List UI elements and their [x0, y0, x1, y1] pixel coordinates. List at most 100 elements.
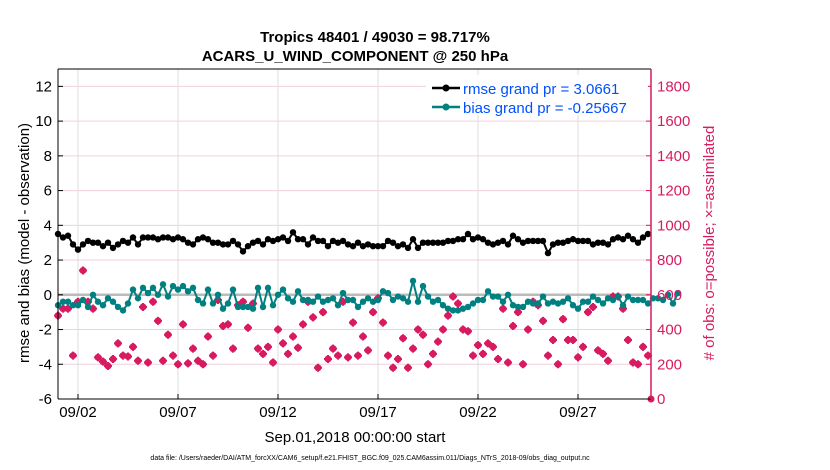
obs-assimilated-point	[624, 335, 632, 344]
rmse-point	[189, 241, 197, 248]
rmse-point	[559, 239, 567, 246]
rmse-point	[289, 229, 297, 236]
rmse-point	[429, 239, 437, 246]
rmse-point	[109, 244, 117, 252]
obs-assimilated-point	[184, 359, 192, 368]
bias-point	[554, 300, 562, 307]
rmse-point	[64, 232, 72, 239]
legend-bias: bias grand pr = -0.25667	[463, 100, 627, 117]
obs-assimilated-point	[254, 344, 262, 353]
obs-assimilated-point	[484, 339, 492, 348]
bias-point	[384, 289, 392, 297]
rmse-point	[299, 236, 307, 243]
bias-point	[674, 289, 682, 297]
bias-point	[474, 296, 482, 304]
y2-tick-label: 800	[657, 252, 682, 269]
obs-assimilated-point	[499, 304, 507, 313]
obs-assimilated-point	[319, 308, 327, 317]
bias-point	[254, 284, 262, 292]
bias-point	[479, 296, 487, 304]
bias-point	[124, 300, 132, 307]
rmse-point	[369, 242, 377, 250]
bias-point	[104, 295, 112, 302]
rmse-point	[184, 239, 192, 246]
bias-point	[579, 298, 587, 305]
rmse-point	[494, 239, 502, 246]
bias-point	[309, 298, 317, 305]
obs-assimilated-point	[574, 353, 582, 362]
obs-assimilated-point	[269, 358, 277, 367]
bias-point	[494, 293, 502, 300]
obs-assimilated-point	[429, 349, 437, 358]
obs-assimilated-point	[79, 266, 87, 275]
obs-assimilated-point	[579, 342, 587, 351]
obs-assimilated-point	[509, 322, 517, 331]
x-tick-label: 09/22	[459, 404, 497, 421]
obs-assimilated-point	[114, 339, 122, 348]
obs-assimilated-point	[634, 360, 642, 369]
bias-point	[359, 298, 367, 305]
bias-point	[244, 303, 252, 311]
obs-assimilated-point	[419, 330, 427, 339]
obs-assimilated-point	[264, 342, 272, 351]
bias-point	[314, 293, 322, 300]
rmse-point	[174, 234, 182, 241]
rmse-point	[169, 236, 177, 243]
y2-tick-label: 200	[657, 356, 682, 373]
obs-assimilated-point	[129, 342, 137, 351]
obs-assimilated-point	[604, 356, 612, 365]
y2-axis-label: # of obs: o=possible; ×=assimilated	[701, 126, 718, 361]
rmse-point	[489, 241, 497, 248]
bias-point	[239, 303, 247, 311]
bias-point	[509, 302, 517, 309]
rmse-point	[89, 239, 97, 246]
bias-point	[149, 284, 157, 292]
y-tick-label: 2	[44, 252, 52, 269]
rmse-point	[414, 244, 422, 252]
obs-assimilated-point	[599, 349, 607, 358]
bias-point	[344, 296, 352, 304]
bias-point	[139, 284, 147, 292]
rmse-point	[644, 230, 652, 238]
obs-assimilated-point	[164, 330, 172, 339]
bias-point	[109, 298, 117, 305]
obs-assimilated-point	[139, 302, 147, 311]
y2-tick-label: 1400	[657, 148, 690, 165]
obs-assimilated-point	[494, 355, 502, 364]
rmse-point	[254, 237, 262, 245]
obs-assimilated-point	[584, 308, 592, 317]
rmse-point	[99, 242, 107, 250]
legend-marker-bias	[442, 103, 450, 111]
rmse-point	[469, 236, 477, 243]
bias-point	[59, 298, 67, 305]
y2-tick-label: 600	[657, 287, 682, 304]
rmse-point	[434, 239, 442, 246]
rmse-point	[544, 249, 552, 257]
obs-assimilated-point	[369, 308, 377, 317]
obs-assimilated-point	[94, 353, 102, 362]
bias-point	[469, 300, 477, 307]
legend-marker-rmse	[442, 84, 450, 92]
rmse-point	[74, 246, 82, 253]
rmse-point	[134, 241, 142, 248]
bias-point	[644, 300, 652, 307]
bias-point	[374, 296, 382, 304]
rmse-point	[69, 241, 77, 248]
rmse-point	[389, 239, 397, 246]
rmse-point	[499, 237, 507, 245]
obs-assimilated-point	[449, 292, 457, 301]
obs-assimilated-point	[349, 318, 357, 327]
bias-point	[364, 295, 372, 302]
rmse-point	[514, 236, 522, 243]
obs-assimilated-point	[344, 353, 352, 362]
y-tick-label: 12	[35, 78, 52, 95]
rmse-point	[379, 242, 387, 250]
obs-assimilated-point	[444, 311, 452, 320]
rmse-point	[144, 234, 152, 241]
rmse-point	[534, 237, 542, 245]
bias-point	[529, 300, 537, 307]
bias-point	[449, 307, 457, 314]
rmse-point	[549, 241, 557, 248]
obs-assimilated-point	[154, 316, 162, 325]
obs-assimilated-point	[554, 360, 562, 369]
